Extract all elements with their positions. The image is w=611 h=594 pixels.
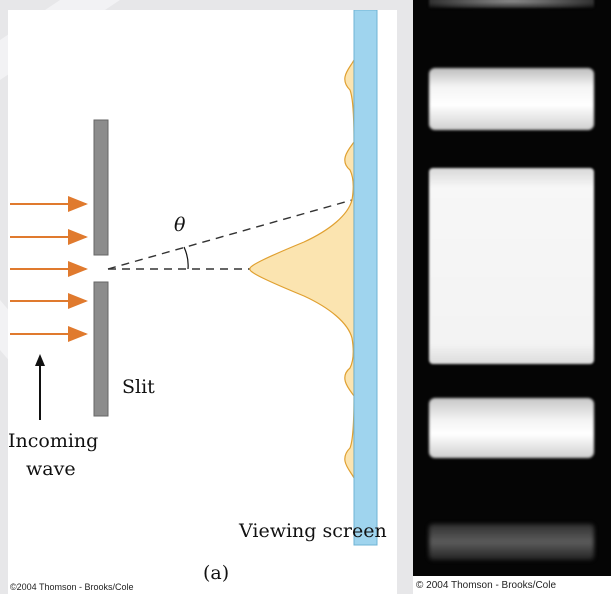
slit-label: Slit — [122, 376, 155, 398]
incoming-label-line1: Incoming — [8, 430, 99, 452]
theta-arc — [183, 246, 189, 270]
diffraction-diagram-panel: θ Slit Incoming wave Viewing screen (a) — [8, 10, 397, 594]
photo-band-faint-top — [429, 0, 594, 8]
panel-label: (a) — [203, 562, 230, 584]
incoming-label-line2: wave — [26, 458, 76, 480]
photo-band-faint-bottom — [429, 524, 594, 560]
viewing-screen — [353, 10, 378, 546]
left-copyright-caption: ©2004 Thomson - Brooks/Cole — [10, 582, 134, 592]
right-copyright-caption: © 2004 Thomson - Brooks/Cole — [416, 580, 557, 591]
photo-band-bright-upper — [429, 68, 594, 130]
viewing-screen-label: Viewing screen — [239, 520, 387, 542]
theta-label: θ — [174, 214, 186, 236]
incoming-direction-arrowhead — [35, 354, 45, 366]
slit-upper-plate — [93, 119, 109, 256]
slit-lower-plate — [93, 281, 109, 417]
intensity-pattern — [249, 59, 355, 479]
diffraction-photo — [413, 0, 611, 576]
angle-dashed-line — [107, 199, 353, 270]
diffraction-diagram — [10, 10, 378, 546]
incoming-wave-arrows — [10, 196, 88, 342]
photo-band-central — [429, 168, 594, 364]
photo-band-bright-lower — [429, 398, 594, 458]
